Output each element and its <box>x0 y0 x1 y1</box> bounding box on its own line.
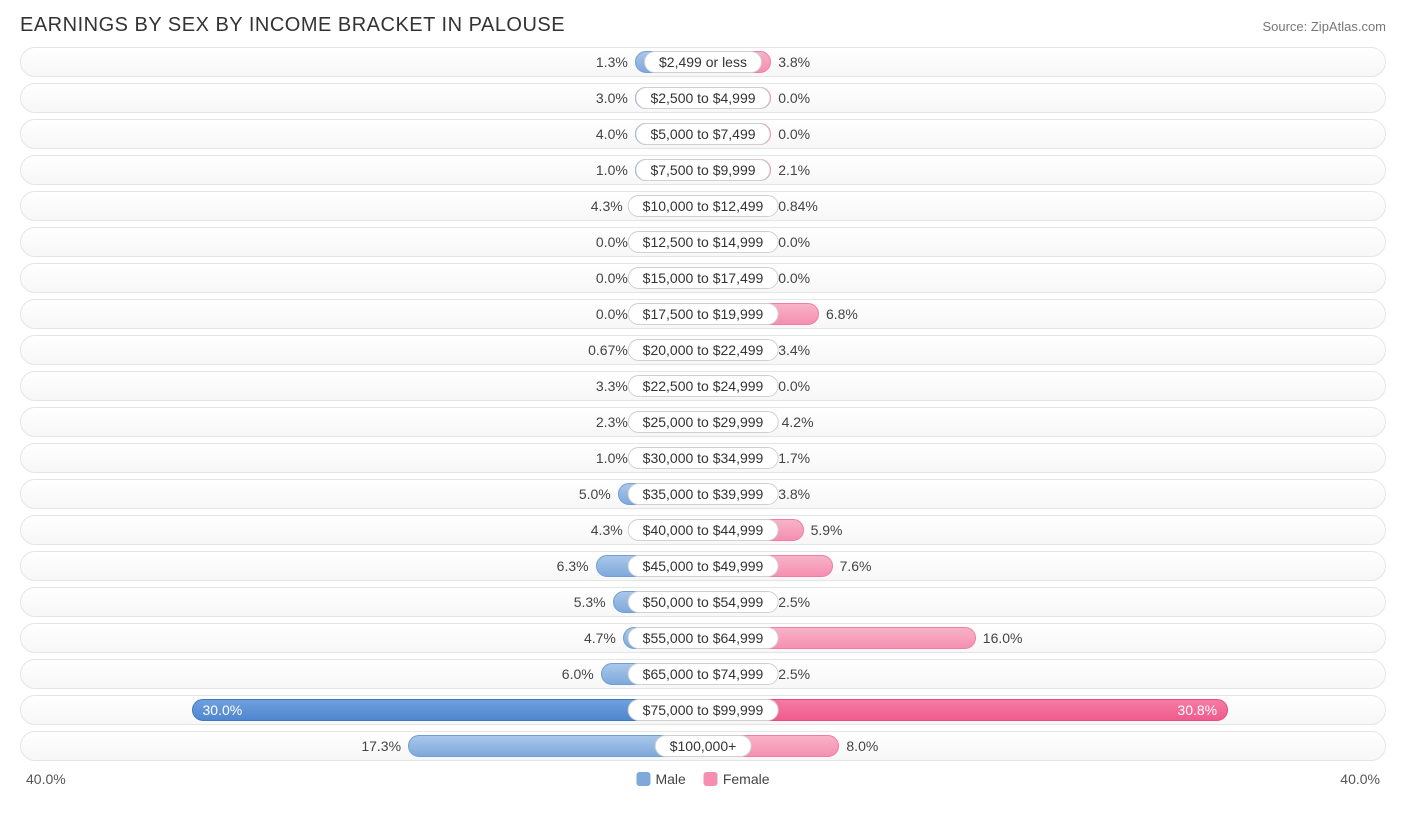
chart-row: 30.0% 30.8% $75,000 to $99,999 <box>20 695 1386 725</box>
chart-row: 4.7% 16.0% $55,000 to $64,999 <box>20 623 1386 653</box>
legend-female-label: Female <box>723 771 770 787</box>
category-pill: $2,499 or less <box>644 51 762 73</box>
chart-row: 1.3% 3.8% $2,499 or less <box>20 47 1386 77</box>
chart-header: EARNINGS BY SEX BY INCOME BRACKET IN PAL… <box>20 10 1386 47</box>
chart-row: 4.3% 5.9% $40,000 to $44,999 <box>20 515 1386 545</box>
chart-row: 5.3%2.5%$50,000 to $54,999 <box>20 587 1386 617</box>
category-pill: $22,500 to $24,999 <box>628 375 779 397</box>
chart-row: 3.3%0.0%$22,500 to $24,999 <box>20 371 1386 401</box>
chart-row: 3.0% 0.0%$2,500 to $4,999 <box>20 83 1386 113</box>
female-value-label: 0.0% <box>770 126 810 142</box>
male-value-label: 4.0% <box>596 126 636 142</box>
male-value-label: 4.3% <box>591 198 631 214</box>
category-pill: $40,000 to $44,999 <box>628 519 779 541</box>
male-value-label: 5.0% <box>579 486 619 502</box>
male-value-label: 6.3% <box>557 558 597 574</box>
chart-row: 6.3% 7.6% $45,000 to $49,999 <box>20 551 1386 581</box>
female-value-label: 0.0% <box>770 90 810 106</box>
chart-row: 5.0%3.8%$35,000 to $39,999 <box>20 479 1386 509</box>
axis-right-label: 40.0% <box>1340 771 1380 787</box>
female-value-label: 16.0% <box>975 630 1023 646</box>
chart-row: 4.3%0.84%$10,000 to $12,499 <box>20 191 1386 221</box>
category-pill: $30,000 to $34,999 <box>628 447 779 469</box>
category-pill: $15,000 to $17,499 <box>628 267 779 289</box>
chart-title: EARNINGS BY SEX BY INCOME BRACKET IN PAL… <box>20 14 565 37</box>
chart-source: Source: ZipAtlas.com <box>1262 19 1386 34</box>
chart-row: 6.0%2.5%$65,000 to $74,999 <box>20 659 1386 689</box>
chart-row: 0.0%6.8%$17,500 to $19,999 <box>20 299 1386 329</box>
category-pill: $10,000 to $12,499 <box>628 195 779 217</box>
chart-row: 1.0% 2.1%$7,500 to $9,999 <box>20 155 1386 185</box>
male-value-label: 4.3% <box>591 522 631 538</box>
male-value-label: 6.0% <box>562 666 602 682</box>
category-pill: $17,500 to $19,999 <box>628 303 779 325</box>
chart-row: 4.0% 0.0%$5,000 to $7,499 <box>20 119 1386 149</box>
female-value-label: 5.9% <box>803 522 843 538</box>
chart-row: 1.0%1.7%$30,000 to $34,999 <box>20 443 1386 473</box>
male-value-label: 17.3% <box>361 738 409 754</box>
female-value-label: 3.8% <box>770 54 810 70</box>
axis-left-label: 40.0% <box>26 771 66 787</box>
category-pill: $45,000 to $49,999 <box>628 555 779 577</box>
male-value-label: 4.7% <box>584 630 624 646</box>
x-axis: 40.0% Male Female 40.0% <box>20 767 1386 787</box>
male-swatch <box>636 772 650 786</box>
female-value-label: 30.8% <box>1177 702 1217 718</box>
category-pill: $75,000 to $99,999 <box>628 699 779 721</box>
male-value-label: 1.3% <box>596 54 636 70</box>
chart-row: 17.3% 8.0% $100,000+ <box>20 731 1386 761</box>
category-pill: $2,500 to $4,999 <box>635 87 770 109</box>
category-pill: $25,000 to $29,999 <box>628 411 779 433</box>
legend-male-label: Male <box>655 771 685 787</box>
chart-row: 0.0%0.0%$15,000 to $17,499 <box>20 263 1386 293</box>
female-value-label: 2.1% <box>770 162 810 178</box>
female-swatch <box>704 772 718 786</box>
female-value-label: 4.2% <box>774 414 814 430</box>
category-pill: $35,000 to $39,999 <box>628 483 779 505</box>
female-value-label: 6.8% <box>818 306 858 322</box>
female-value-label: 7.6% <box>832 558 872 574</box>
female-value-label: 8.0% <box>838 738 878 754</box>
diverging-bar-chart: 1.3%3.8%$2,499 or less3.0%0.0%$2,500 to … <box>20 47 1386 761</box>
male-value-label: 30.0% <box>203 702 243 718</box>
category-pill: $5,000 to $7,499 <box>635 123 770 145</box>
male-bar: 30.0% <box>192 699 704 721</box>
female-bar: 30.8% <box>703 699 1228 721</box>
legend: Male Female <box>636 771 769 787</box>
chart-row: 0.0%0.0%$12,500 to $14,999 <box>20 227 1386 257</box>
category-pill: $7,500 to $9,999 <box>635 159 770 181</box>
male-value-label: 1.0% <box>596 162 636 178</box>
legend-male: Male <box>636 771 685 787</box>
male-value-label: 5.3% <box>574 594 614 610</box>
chart-row: 2.3%4.2%$25,000 to $29,999 <box>20 407 1386 437</box>
category-pill: $100,000+ <box>655 735 752 757</box>
category-pill: $65,000 to $74,999 <box>628 663 779 685</box>
legend-female: Female <box>704 771 770 787</box>
chart-row: 0.67%3.4%$20,000 to $22,499 <box>20 335 1386 365</box>
category-pill: $12,500 to $14,999 <box>628 231 779 253</box>
category-pill: $55,000 to $64,999 <box>628 627 779 649</box>
category-pill: $20,000 to $22,499 <box>628 339 779 361</box>
male-value-label: 3.0% <box>596 90 636 106</box>
category-pill: $50,000 to $54,999 <box>628 591 779 613</box>
